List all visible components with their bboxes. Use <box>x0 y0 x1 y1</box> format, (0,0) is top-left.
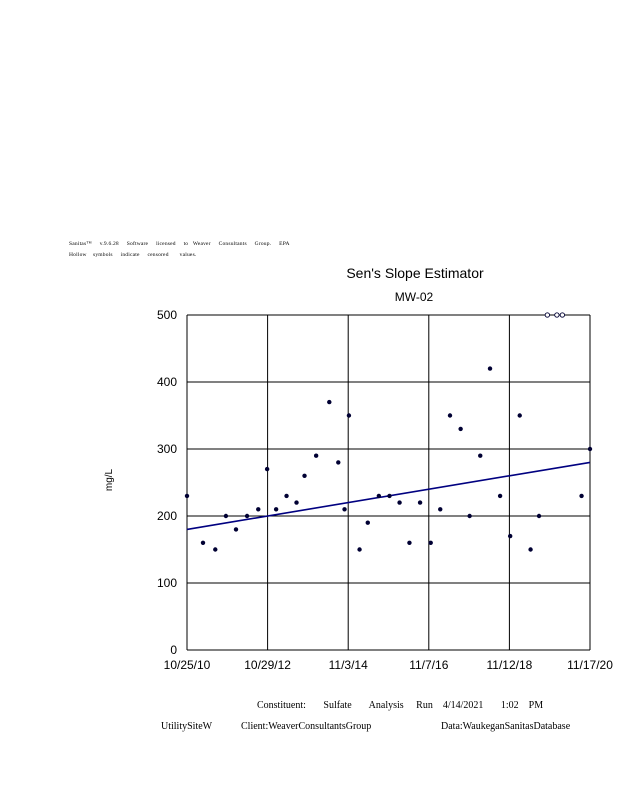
data-point <box>517 413 522 418</box>
grid-layer <box>186 314 591 651</box>
y-tick-label: 400 <box>157 375 177 389</box>
x-tick-label: 11/17/20 <box>567 658 613 672</box>
data-point <box>342 507 347 512</box>
censored-point <box>554 312 560 318</box>
data-point <box>458 426 463 432</box>
data-point <box>200 540 206 545</box>
data-point <box>244 513 250 519</box>
data-point <box>428 540 433 545</box>
data-point <box>447 413 453 418</box>
data-point <box>438 507 443 512</box>
censored-point <box>544 312 551 318</box>
data-point <box>507 533 513 539</box>
data-point <box>256 507 261 512</box>
footer-database: Data:WaukeganSanitasDatabase <box>441 721 571 732</box>
x-tick-label: 10/29/12 <box>244 658 291 672</box>
footer-site: UtilitySiteW <box>161 721 213 732</box>
data-point <box>397 500 402 505</box>
data-point <box>302 473 307 478</box>
data-point <box>587 446 593 452</box>
data-point <box>467 513 472 519</box>
data-point <box>346 413 352 418</box>
data-point <box>223 513 229 519</box>
data-point <box>327 399 332 405</box>
data-point <box>579 493 584 499</box>
data-point <box>536 513 542 519</box>
data-point <box>233 527 239 532</box>
data-point <box>313 453 319 458</box>
data-point <box>487 366 493 371</box>
x-tick-label: 10/25/10 <box>164 658 211 672</box>
data-point <box>357 547 362 552</box>
x-tick-label: 11/3/14 <box>329 658 368 672</box>
censored-note: Hollow symbols indicate censored values. <box>69 252 197 258</box>
y-tick-label: 200 <box>157 509 177 523</box>
x-tick-label: 11/7/16 <box>409 658 448 672</box>
license-text: Sanitas™ v.9.6.28 Software licensed to W… <box>69 241 290 247</box>
data-point <box>497 493 503 499</box>
data-point <box>184 493 190 499</box>
y-tick-label: 100 <box>157 576 177 590</box>
data-point <box>213 547 218 552</box>
y-axis-label: mg/L <box>104 468 115 491</box>
data-point <box>336 460 341 465</box>
data-points <box>184 312 593 552</box>
censored-point <box>559 312 566 318</box>
data-point <box>528 547 533 552</box>
y-tick-label: 500 <box>157 308 177 322</box>
y-tick-label: 300 <box>157 442 177 456</box>
data-point <box>478 453 483 458</box>
data-point <box>387 493 392 499</box>
x-tick-label: 11/12/18 <box>486 658 532 672</box>
footer-constituent: Constituent: Sulfate Analysis Run 4/14/2… <box>257 700 544 711</box>
tick-labels: 0 100 200 300 400 500 10/25/10 10/29/12 11/3/14 1… <box>157 308 613 672</box>
data-point <box>376 493 382 499</box>
data-point <box>273 507 279 512</box>
data-point <box>365 520 370 525</box>
data-point <box>294 500 299 505</box>
y-tick-label: 0 <box>170 643 177 657</box>
data-point <box>284 493 289 499</box>
footer-client: Client:WeaverConsultantsGroup <box>241 721 372 732</box>
data-point <box>264 466 270 472</box>
data-point <box>407 540 412 545</box>
chart-title: Sen's Slope Estimator <box>346 265 484 281</box>
chart-subtitle: MW-02 <box>395 290 434 304</box>
data-point <box>417 500 423 505</box>
